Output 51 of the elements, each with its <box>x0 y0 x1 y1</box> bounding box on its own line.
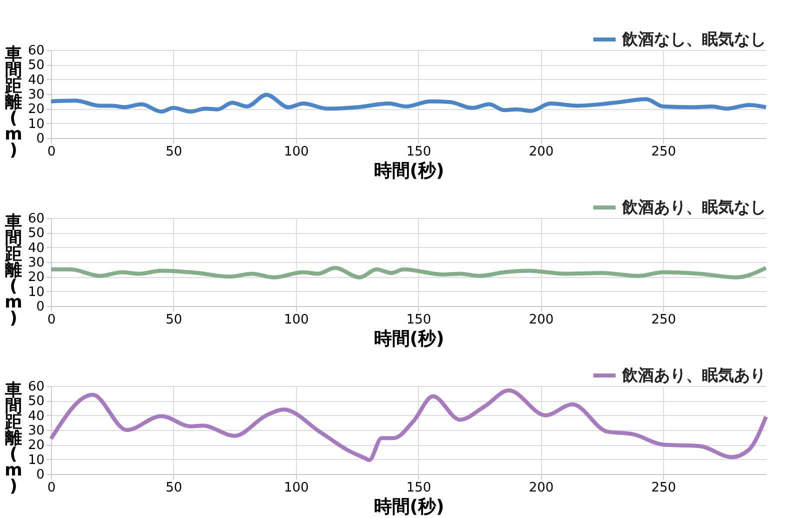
line-series <box>49 92 768 114</box>
x-tick-label: 100 <box>284 144 309 160</box>
y-tick-label: 40 <box>28 408 44 424</box>
legend-label: 飲酒あり、眠気なし <box>621 198 766 216</box>
x-tick-label: 50 <box>166 312 182 328</box>
y-tick-label: 60 <box>28 44 44 58</box>
x-tick-label: 150 <box>406 480 432 496</box>
y-tick-label: 40 <box>28 240 44 256</box>
x-axis-title: 時間(秒) <box>374 160 444 182</box>
y-tick-label: 0 <box>36 300 44 314</box>
y-axis-title: 車間距離(m) <box>4 380 22 496</box>
y-tick-label: 30 <box>28 88 44 102</box>
y-tick-label: 40 <box>28 72 44 88</box>
y-tick-label: 30 <box>28 256 44 270</box>
x-tick-label: 250 <box>651 480 676 496</box>
x-tick-label: 200 <box>528 312 554 328</box>
y-tick-label: 10 <box>28 452 44 468</box>
y-tick-label: 50 <box>28 226 44 242</box>
y-tick-label: 10 <box>28 116 44 132</box>
x-tick-label: 50 <box>166 480 182 496</box>
y-axis-title: 車間距離(m) <box>4 212 22 328</box>
x-tick-label: 200 <box>528 144 554 160</box>
x-tick-label: 150 <box>406 144 432 160</box>
line-series <box>49 388 768 462</box>
x-tick-label: 0 <box>47 480 56 496</box>
y-tick-label: 60 <box>28 212 44 226</box>
y-tick-label: 50 <box>28 394 44 410</box>
x-tick-label: 250 <box>651 312 676 328</box>
x-tick-label: 250 <box>651 144 676 160</box>
x-tick-label: 0 <box>47 312 56 328</box>
y-tick-label: 10 <box>28 284 44 300</box>
line-series <box>49 266 768 280</box>
y-tick-label: 60 <box>28 380 44 394</box>
x-tick-label: 0 <box>47 144 56 160</box>
x-tick-label: 100 <box>284 312 309 328</box>
x-tick-label: 50 <box>166 144 182 160</box>
legend-label: 飲酒なし、眠気なし <box>621 30 766 48</box>
y-axis-title: 車間距離(m) <box>4 44 22 160</box>
y-tick-label: 20 <box>28 102 44 118</box>
y-tick-label: 0 <box>36 468 44 482</box>
y-tick-label: 0 <box>36 132 44 146</box>
x-tick-label: 150 <box>406 312 432 328</box>
y-tick-label: 20 <box>28 270 44 286</box>
y-tick-label: 20 <box>28 438 44 454</box>
y-tick-label: 50 <box>28 58 44 74</box>
x-tick-label: 100 <box>284 480 309 496</box>
x-axis-title: 時間(秒) <box>374 496 444 518</box>
y-tick-label: 30 <box>28 424 44 438</box>
legend-label: 飲酒あり、眠気あり <box>621 366 766 384</box>
x-axis-title: 時間(秒) <box>374 328 444 350</box>
x-tick-label: 200 <box>528 480 554 496</box>
